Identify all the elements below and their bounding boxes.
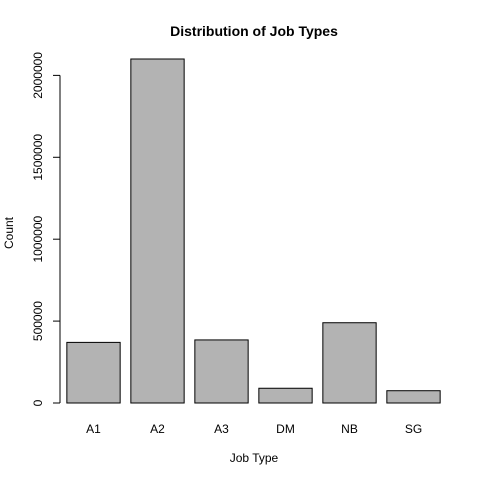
bar-sg <box>386 390 441 404</box>
bar-a2 <box>130 58 185 404</box>
x-tick-label-a2: A2 <box>150 422 165 436</box>
bar-a1 <box>66 341 121 404</box>
x-tick-label-nb: NB <box>341 422 358 436</box>
y-axis-label: Count <box>2 216 16 249</box>
y-tick-label: 2000000 <box>31 52 45 99</box>
x-axis-label: Job Type <box>230 451 279 465</box>
x-tick-label-dm: DM <box>276 422 295 436</box>
y-tick-label: 500000 <box>31 301 45 341</box>
y-axis: 0 500000 1000000 1500000 2000000 <box>31 52 61 406</box>
y-tick-label: 1000000 <box>31 216 45 263</box>
y-tick-label: 0 <box>31 399 45 406</box>
x-tick-label-a1: A1 <box>86 422 101 436</box>
bar-a3 <box>194 339 249 404</box>
bars-group <box>66 58 441 404</box>
x-tick-label-a3: A3 <box>214 422 229 436</box>
chart-title: Distribution of Job Types <box>170 23 338 39</box>
bar-dm <box>258 387 313 404</box>
y-tick-label: 1500000 <box>31 134 45 181</box>
x-tick-labels: A1 A2 A3 DM NB SG <box>86 422 422 436</box>
x-tick-label-sg: SG <box>405 422 422 436</box>
bar-nb <box>322 322 377 404</box>
